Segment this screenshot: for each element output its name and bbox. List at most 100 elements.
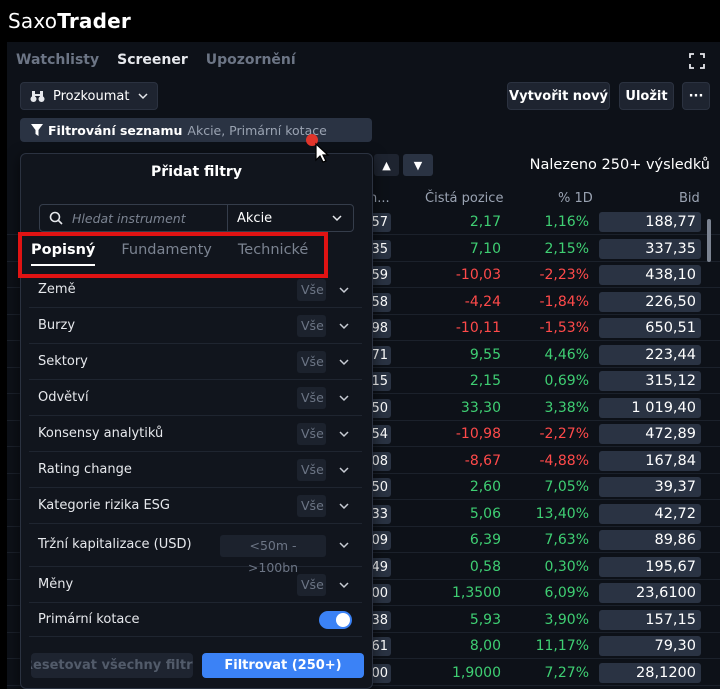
bid-cell[interactable]: 195,67 xyxy=(599,556,701,577)
filter-value[interactable]: <50m - >100bn xyxy=(220,535,326,575)
net-position-cell: -10,03 xyxy=(455,267,501,283)
filter-value[interactable]: Vše xyxy=(297,423,326,445)
filter-row[interactable]: Tržní kapitalizace (USD) <50m - >100bn xyxy=(29,524,362,575)
instrument-search[interactable]: Hledat instrument Akcie xyxy=(39,204,354,232)
bid-cell[interactable]: 28,1200 xyxy=(599,662,701,683)
primary-listing-row: Primární kotace xyxy=(29,603,362,637)
filter-row[interactable]: Sektory Vše xyxy=(29,344,362,380)
bid-cell[interactable]: 337,35 xyxy=(599,238,701,259)
filter-icon xyxy=(31,124,43,136)
chevron-down-icon[interactable] xyxy=(338,284,350,296)
create-new-button[interactable]: Vytvořit nový xyxy=(507,82,610,110)
filter-chip-title: Filtrování seznamu xyxy=(48,122,183,138)
expand-icon[interactable] xyxy=(688,52,706,70)
pct-1d-cell: 7,27% xyxy=(544,664,589,681)
save-button[interactable]: Uložit xyxy=(619,82,674,110)
net-position-cell: 5,06 xyxy=(469,505,501,522)
net-position-cell: 1,3500 xyxy=(452,585,501,601)
reset-filters-button[interactable]: Resetovat všechny filtry xyxy=(31,653,193,678)
bid-cell[interactable]: 79,30 xyxy=(599,636,701,656)
filter-label: Sektory xyxy=(38,354,88,369)
primary-listing-label: Primární kotace xyxy=(38,612,140,627)
net-position-cell: 1,9000 xyxy=(452,664,501,681)
chevron-down-icon[interactable] xyxy=(338,356,350,368)
search-input[interactable]: Hledat instrument xyxy=(72,210,186,226)
table-row[interactable]: 58 -4,24 -1,84% 226,50 xyxy=(7,289,720,315)
asset-type-select[interactable]: Akcie xyxy=(237,210,273,226)
add-filters-popup: Přidat filtry Hledat instrument Akcie Po… xyxy=(18,153,373,689)
pct-1d-cell: 2,15% xyxy=(544,240,589,257)
bid-cell[interactable]: 89,86 xyxy=(599,530,701,550)
explore-button[interactable]: Prozkoumat xyxy=(20,82,158,110)
bid-cell[interactable]: 23,6100 xyxy=(599,583,701,603)
column-pct-1d[interactable]: % 1D xyxy=(558,191,593,206)
bid-cell[interactable]: 39,37 xyxy=(599,477,701,497)
column-bid[interactable]: Bid xyxy=(679,191,700,206)
net-position-cell: 33,30 xyxy=(460,399,501,416)
pct-1d-cell: 1,16% xyxy=(544,214,589,230)
filter-row[interactable]: Burzy Vše xyxy=(29,308,362,344)
tab-technical[interactable]: Technické xyxy=(237,242,309,258)
tab-descriptive[interactable]: Popisný xyxy=(31,242,96,266)
filter-row[interactable]: Odvětví Vše xyxy=(29,380,362,416)
filter-row[interactable]: Měny Vše xyxy=(29,567,362,603)
table-row[interactable]: 49 0,58 0,30% 195,67 xyxy=(7,554,720,580)
filter-row[interactable]: Země Vše xyxy=(29,272,362,308)
sort-down-button[interactable]: ▼ xyxy=(403,154,433,176)
net-position-cell: 9,55 xyxy=(469,346,501,363)
search-icon xyxy=(49,211,63,225)
sort-up-button[interactable]: ▲ xyxy=(374,154,399,176)
filter-value[interactable]: Vše xyxy=(297,315,326,337)
net-position-cell: 6,39 xyxy=(469,532,501,548)
chevron-down-icon[interactable] xyxy=(338,428,350,440)
column-cut-header[interactable]: n... xyxy=(369,191,390,206)
bid-cell[interactable]: 1 019,40 xyxy=(599,397,701,418)
tab-alerts[interactable]: Upozornění xyxy=(205,52,296,68)
primary-listing-toggle[interactable] xyxy=(319,611,352,629)
net-position-cell: -4,24 xyxy=(464,293,501,310)
chevron-down-icon[interactable] xyxy=(338,464,350,476)
tab-watchlists[interactable]: Watchlisty xyxy=(16,52,100,68)
binoculars-icon xyxy=(30,90,45,102)
table-row[interactable]: 15 2,15 0,69% 315,12 xyxy=(7,368,720,394)
bid-cell[interactable]: 438,10 xyxy=(599,265,701,285)
filter-value[interactable]: Vše xyxy=(297,574,326,596)
filter-value[interactable]: Vše xyxy=(297,351,326,373)
pct-1d-cell: 7,05% xyxy=(544,479,589,495)
bid-cell[interactable]: 157,15 xyxy=(599,609,701,630)
bid-cell[interactable]: 188,77 xyxy=(599,212,701,232)
bid-cell[interactable]: 167,84 xyxy=(599,450,701,471)
bid-cell[interactable]: 42,72 xyxy=(599,503,701,524)
apply-filter-button[interactable]: Filtrovat (250+) xyxy=(202,653,364,678)
filter-row[interactable]: Konsensy analytiků Vše xyxy=(29,416,362,452)
net-position-cell: 8,00 xyxy=(469,638,501,654)
bid-cell[interactable]: 315,12 xyxy=(599,371,701,391)
chevron-down-icon[interactable] xyxy=(338,320,350,332)
filter-chip[interactable]: Filtrování seznamu Akcie, Primární kotac… xyxy=(20,118,372,142)
chevron-down-icon[interactable] xyxy=(338,500,350,512)
net-position-cell: 2,17 xyxy=(469,214,501,230)
filter-value[interactable]: Vše xyxy=(297,495,326,517)
filter-row[interactable]: Rating change Vše xyxy=(29,452,362,488)
filter-row[interactable]: Kategorie rizika ESG Vše xyxy=(29,488,362,524)
chevron-down-icon[interactable] xyxy=(338,579,350,591)
column-net-position[interactable]: Čistá pozice xyxy=(425,191,504,206)
net-position-cell: -10,98 xyxy=(455,426,501,442)
bid-cell[interactable]: 472,89 xyxy=(599,424,701,444)
more-button[interactable]: ··· xyxy=(682,82,710,110)
table-scrollbar[interactable] xyxy=(707,219,711,262)
chevron-down-icon[interactable] xyxy=(338,539,350,551)
filter-value[interactable]: Vše xyxy=(297,459,326,481)
bid-cell[interactable]: 223,44 xyxy=(599,344,701,365)
tab-screener[interactable]: Screener xyxy=(117,52,188,68)
chevron-down-icon[interactable] xyxy=(338,392,350,404)
filter-value[interactable]: Vše xyxy=(297,387,326,409)
filter-label: Měny xyxy=(38,577,74,592)
net-position-cell: 7,10 xyxy=(469,240,501,257)
pct-1d-cell: -1,53% xyxy=(539,320,589,336)
tab-fundamentals[interactable]: Fundamenty xyxy=(121,242,212,258)
bid-cell[interactable]: 650,51 xyxy=(599,318,701,338)
filter-value[interactable]: Vše xyxy=(297,279,326,301)
explore-label: Prozkoumat xyxy=(53,88,130,104)
bid-cell[interactable]: 226,50 xyxy=(599,291,701,312)
